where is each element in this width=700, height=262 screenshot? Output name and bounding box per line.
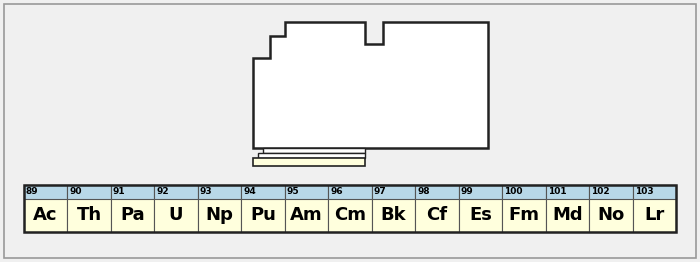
Text: 99: 99 xyxy=(461,187,473,195)
Bar xyxy=(458,185,503,232)
Bar xyxy=(24,185,67,199)
Bar xyxy=(503,185,546,232)
Text: 94: 94 xyxy=(244,187,256,195)
Text: 101: 101 xyxy=(547,187,566,195)
Text: Pu: Pu xyxy=(250,206,276,225)
Text: No: No xyxy=(597,206,624,225)
Text: 96: 96 xyxy=(330,187,343,195)
Text: Lr: Lr xyxy=(645,206,664,225)
Polygon shape xyxy=(253,22,488,148)
Text: Th: Th xyxy=(76,206,101,225)
Bar xyxy=(633,185,676,199)
Text: Fm: Fm xyxy=(508,206,540,225)
Text: 102: 102 xyxy=(592,187,610,195)
Bar xyxy=(241,185,285,232)
Text: 93: 93 xyxy=(199,187,212,195)
Text: 95: 95 xyxy=(287,187,300,195)
Text: U: U xyxy=(169,206,183,225)
Text: Ac: Ac xyxy=(34,206,57,225)
Text: Cm: Cm xyxy=(334,206,366,225)
Text: Cf: Cf xyxy=(426,206,447,225)
Bar xyxy=(546,185,589,199)
Bar xyxy=(589,185,633,232)
Bar xyxy=(415,185,458,199)
Bar xyxy=(24,185,676,232)
Bar xyxy=(258,153,365,158)
Text: Md: Md xyxy=(552,206,583,225)
Bar xyxy=(415,185,458,232)
Bar xyxy=(111,185,154,199)
Bar xyxy=(285,185,328,232)
Text: 89: 89 xyxy=(26,187,38,195)
Bar xyxy=(503,185,546,199)
Bar xyxy=(67,185,111,199)
Bar xyxy=(253,158,365,166)
Bar xyxy=(263,148,365,153)
Text: Am: Am xyxy=(290,206,323,225)
Bar xyxy=(197,185,241,199)
Text: Pa: Pa xyxy=(120,206,145,225)
Text: 92: 92 xyxy=(156,187,169,195)
Bar xyxy=(154,185,197,232)
Bar xyxy=(458,185,503,199)
Bar xyxy=(285,185,328,199)
Text: Bk: Bk xyxy=(381,206,406,225)
Bar xyxy=(372,185,415,232)
Bar xyxy=(111,185,154,232)
Bar xyxy=(328,185,372,199)
Text: 103: 103 xyxy=(635,187,653,195)
Text: Es: Es xyxy=(469,206,492,225)
Bar xyxy=(328,185,372,232)
Text: 91: 91 xyxy=(113,187,125,195)
Text: 97: 97 xyxy=(374,187,386,195)
Text: 90: 90 xyxy=(69,187,82,195)
Bar xyxy=(546,185,589,232)
Bar xyxy=(67,185,111,232)
Bar xyxy=(154,185,197,199)
Bar xyxy=(197,185,241,232)
Bar xyxy=(633,185,676,232)
Text: 98: 98 xyxy=(417,187,430,195)
Bar xyxy=(24,185,67,232)
Text: 100: 100 xyxy=(504,187,523,195)
Text: Np: Np xyxy=(206,206,233,225)
Bar xyxy=(241,185,285,199)
Bar xyxy=(372,185,415,199)
Bar xyxy=(589,185,633,199)
